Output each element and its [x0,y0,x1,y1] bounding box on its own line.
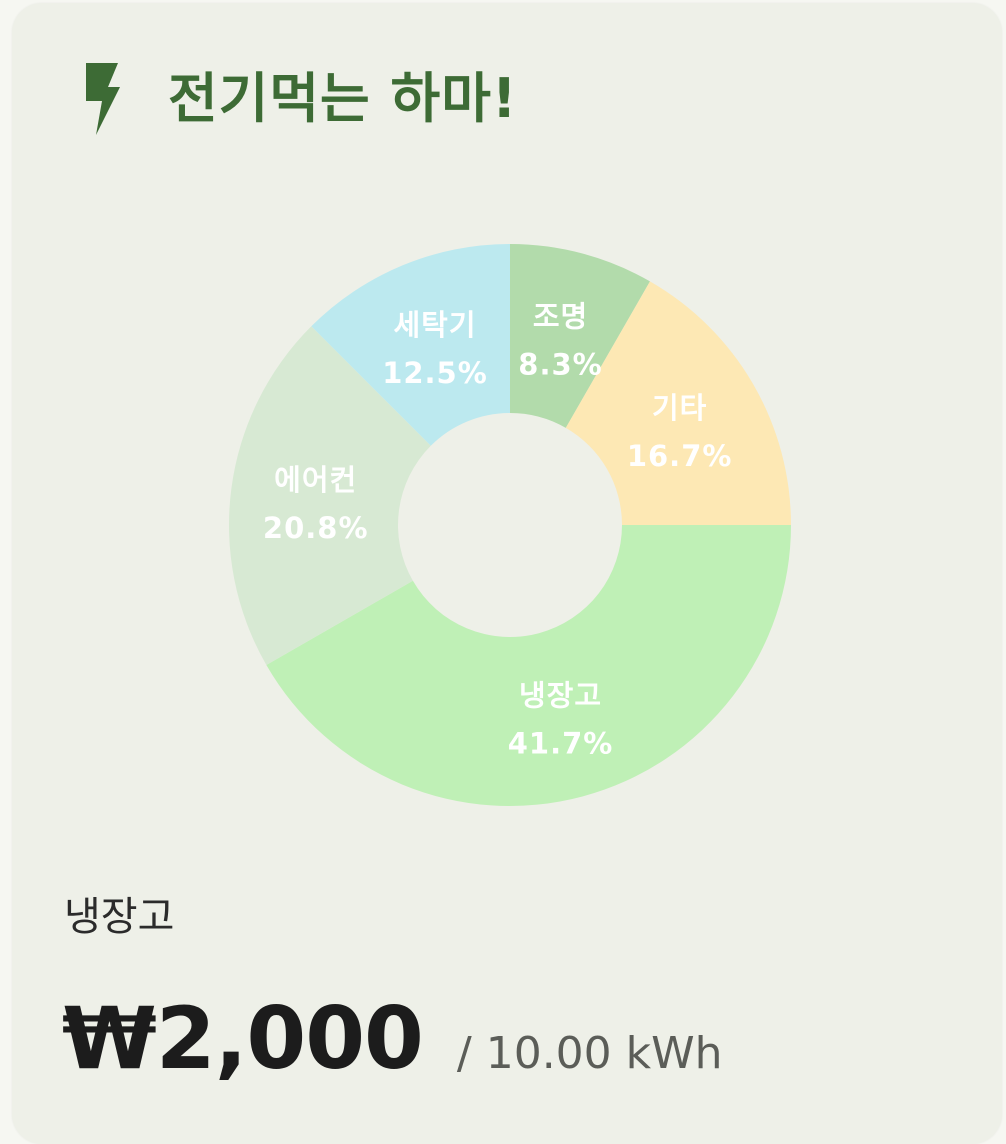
slice-name-label: 기타 [652,391,707,425]
donut-slice-3[interactable] [266,525,791,806]
usage-donut-chart: 조명 8.3% 기타 16.7% 냉장고 41.7% 에어컨 20.8% 세탁기 12.5% [229,244,791,806]
donut-slice-1[interactable] [510,244,650,428]
slice-percent-label: 12.5% [382,356,488,390]
slice-name-label: 에어컨 [274,463,357,497]
donut-slice-4[interactable] [229,326,431,665]
donut-slice-5[interactable] [311,244,510,446]
app-title: 전기먹는 하마! [168,67,518,130]
lightning-bolt-icon [86,63,120,135]
slice-percent-label: 41.7% [508,726,614,760]
slice-percent-label: 20.8% [263,511,369,545]
slice-name-label: 조명 [533,300,588,334]
usage-card: 전기먹는 하마! 조명 8.3% 기타 16.7% 냉장고 41.7% 에어컨 20.8% 세탁… [12,3,1002,1144]
slice-name-label: 냉장고 [519,678,602,712]
selected-usage: / 10.00 kWh [456,1028,723,1079]
slice-name-label: 세탁기 [393,308,476,342]
price-row: ₩2,000 / 10.00 kWh [62,989,723,1104]
donut-slice-2[interactable] [565,281,791,525]
selected-appliance-name: 냉장고 [64,894,175,940]
slice-percent-label: 8.3% [518,348,602,382]
card-header: 전기먹는 하마! [80,61,518,137]
slice-percent-label: 16.7% [627,439,733,473]
selected-price: ₩2,000 [62,989,424,1089]
